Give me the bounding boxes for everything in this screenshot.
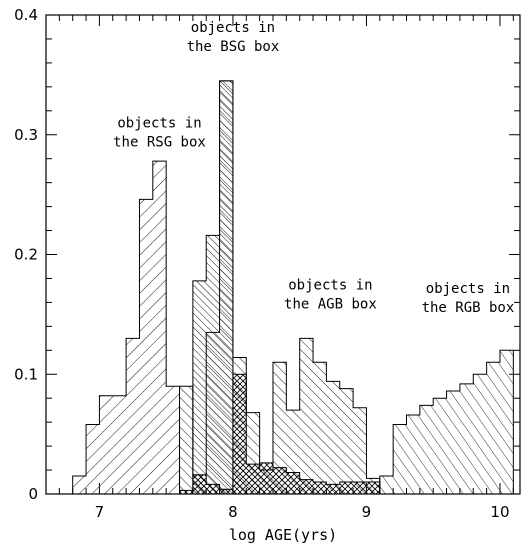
histogram-bar <box>313 482 327 494</box>
histogram-bar <box>299 479 314 494</box>
x-tick-label: 9 <box>362 503 372 521</box>
histogram-bar <box>246 464 260 494</box>
histogram-bar <box>379 476 394 494</box>
histogram-bar <box>72 476 87 494</box>
histogram-bar <box>286 472 300 494</box>
histogram-bar <box>419 405 434 494</box>
histogram-bar <box>433 398 447 494</box>
histogram-bar <box>126 338 140 494</box>
histogram-bar <box>99 395 113 494</box>
histogram-bar <box>272 362 287 494</box>
annotation-label: the RSG box <box>113 135 206 151</box>
histogram-outlines <box>72 80 514 495</box>
histogram-bar <box>192 474 207 494</box>
annotations: objects in the RSG box objects in the BSG b… <box>113 20 514 316</box>
histogram-bar <box>179 386 193 494</box>
histogram-bar <box>259 462 273 494</box>
histogram-bar <box>486 362 500 494</box>
histogram-bar <box>179 490 193 494</box>
y-tick-label: 0.3 <box>14 126 38 144</box>
histogram-series-outline <box>379 349 514 494</box>
histogram-bar <box>339 388 354 494</box>
histogram-bar <box>326 484 340 494</box>
histogram-bar <box>139 199 153 495</box>
annotation-label: objects in <box>426 281 510 297</box>
histogram-bar <box>166 386 180 494</box>
histogram-bars <box>72 80 514 495</box>
histogram-bar <box>353 482 367 494</box>
histogram-bar <box>219 489 233 494</box>
x-tick-label: 7 <box>95 503 105 521</box>
histogram-bar <box>299 338 314 494</box>
histogram-bar <box>459 383 474 494</box>
histogram-bar <box>219 80 233 495</box>
histogram-bar <box>206 484 220 494</box>
y-tick-label: 0 <box>28 485 38 503</box>
histogram-bar <box>152 161 167 494</box>
histogram-bar <box>313 362 327 494</box>
histogram-series-outline <box>179 80 394 495</box>
annotation-label: the RGB box <box>422 300 515 316</box>
histogram-bar <box>112 395 127 494</box>
annotation-label: the AGB box <box>284 296 377 312</box>
x-tick-labels: 7 8 9 10 <box>95 503 510 521</box>
annotation-label: objects in <box>117 116 201 132</box>
annotation-label: the BSG box <box>187 39 280 55</box>
histogram-bar <box>499 350 514 494</box>
histogram-series-outline <box>179 373 381 494</box>
x-tick-label: 8 <box>228 503 238 521</box>
annotation-label: objects in <box>191 20 275 36</box>
histogram-bar <box>353 407 367 494</box>
histogram-bar <box>86 424 100 494</box>
histogram-series-outline <box>72 160 181 494</box>
y-tick-label: 0.4 <box>14 6 38 24</box>
histogram-bar <box>272 467 287 494</box>
axis-ticks <box>46 15 520 494</box>
histogram-bar <box>393 424 407 494</box>
histogram-bar <box>326 381 340 494</box>
histogram-bar <box>232 374 247 494</box>
x-tick-label: 10 <box>490 503 509 521</box>
annotation-label: objects in <box>288 277 372 293</box>
histogram-bar <box>206 332 220 494</box>
histogram-bar <box>406 414 420 494</box>
histogram-bar <box>192 280 207 494</box>
y-tick-labels: 0 0.1 0.2 0.3 0.4 <box>14 6 38 503</box>
histogram-bar <box>339 482 354 494</box>
histogram-bar <box>366 482 380 494</box>
y-tick-label: 0.2 <box>14 246 38 264</box>
x-axis-label: log AGE(yrs) <box>229 526 337 544</box>
histogram-bar <box>473 374 487 494</box>
histogram-bar <box>446 391 460 494</box>
y-tick-label: 0.1 <box>14 365 38 383</box>
